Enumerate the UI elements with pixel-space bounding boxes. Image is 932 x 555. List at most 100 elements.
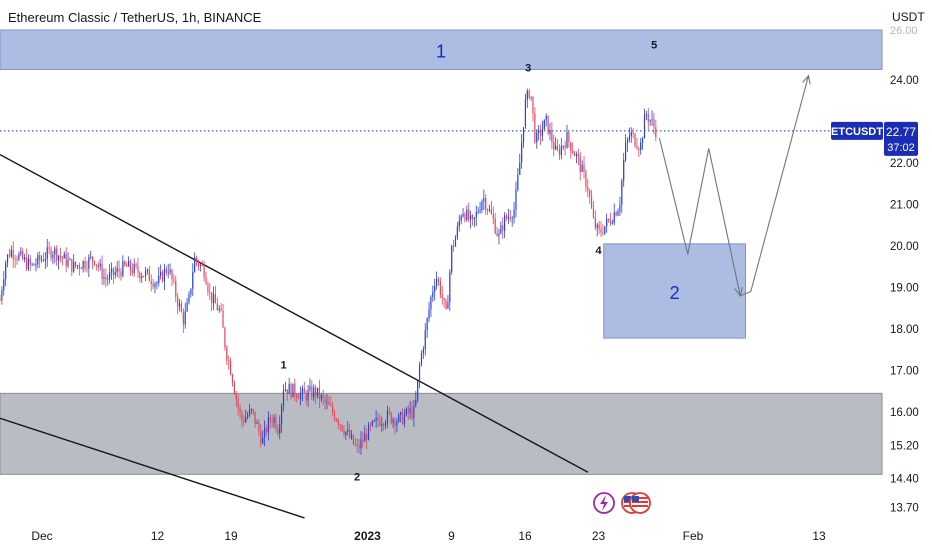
candle-body xyxy=(12,249,14,259)
candle-body xyxy=(220,308,222,311)
candle-body xyxy=(178,303,181,307)
projection-path[interactable] xyxy=(658,75,810,297)
candle-body xyxy=(101,263,103,279)
candle-body xyxy=(642,138,644,143)
candle-body xyxy=(333,412,336,420)
candle-body xyxy=(611,222,613,224)
candle-body xyxy=(388,410,390,413)
candle-body xyxy=(156,282,158,284)
candle-body xyxy=(301,388,303,393)
candle-body xyxy=(245,417,247,423)
candle-body xyxy=(167,272,169,274)
candle-body xyxy=(109,272,111,279)
candle-body xyxy=(163,269,166,282)
candle-body xyxy=(269,417,271,422)
time-tick-label: Feb xyxy=(683,529,704,543)
candle-body xyxy=(430,296,432,310)
candle-body xyxy=(487,209,489,211)
candle-body xyxy=(105,277,107,280)
candle-body xyxy=(271,421,273,423)
candle-body xyxy=(264,427,266,438)
candle-body xyxy=(449,271,451,303)
candle-body xyxy=(152,283,154,287)
candle-body xyxy=(623,159,625,181)
price-tick-label: 19.00 xyxy=(890,282,919,294)
candle-body xyxy=(169,269,171,273)
candle-body xyxy=(447,302,449,309)
candle-body xyxy=(570,142,572,152)
candle-body xyxy=(18,254,20,260)
candle-body xyxy=(95,264,97,266)
candle-body xyxy=(534,113,536,143)
candle-body xyxy=(349,429,351,438)
lightning-icon[interactable] xyxy=(593,492,615,514)
candle-body xyxy=(396,421,398,426)
symbol-title: Ethereum Classic / TetherUS, 1h, BINANCE xyxy=(8,10,262,25)
candle-body xyxy=(375,417,377,421)
candle-body xyxy=(401,412,404,424)
time-tick-label: 12 xyxy=(151,529,165,543)
candle-body xyxy=(556,145,559,150)
candle-body xyxy=(5,262,7,280)
candle-body xyxy=(8,254,11,257)
candle-body xyxy=(326,401,328,403)
candle-body xyxy=(20,251,22,255)
candle-body xyxy=(199,264,201,267)
candle-body xyxy=(528,90,530,98)
time-tick-label: 19 xyxy=(224,529,238,543)
candle-body xyxy=(494,218,496,234)
candle-body xyxy=(579,156,581,173)
candle-body xyxy=(543,119,545,130)
us-flag-icon-2[interactable] xyxy=(629,492,651,514)
candle-body xyxy=(403,414,406,424)
candle-body xyxy=(339,424,341,426)
candle-body xyxy=(492,213,494,219)
candle-body xyxy=(464,213,466,221)
candle-body xyxy=(92,256,94,262)
candle-body xyxy=(29,258,31,265)
candle-body xyxy=(233,383,235,394)
candle-body xyxy=(54,248,56,255)
candle-body xyxy=(356,444,358,446)
candle-body xyxy=(305,392,307,401)
candle-body xyxy=(250,409,252,411)
candle-body xyxy=(615,212,617,216)
candle-body xyxy=(1,290,3,301)
candle-body xyxy=(526,90,528,100)
support-zone[interactable] xyxy=(603,243,746,339)
candle-body xyxy=(451,245,453,272)
candle-body xyxy=(44,259,46,262)
candle-body xyxy=(229,360,232,375)
price-badge[interactable] xyxy=(884,121,918,156)
resistance-zone[interactable] xyxy=(0,29,883,70)
candle-body xyxy=(330,405,332,406)
lower-trendline[interactable] xyxy=(0,417,305,519)
gray-zone[interactable] xyxy=(0,392,883,475)
candle-body xyxy=(606,218,608,227)
candle-body xyxy=(177,296,179,307)
candle-body xyxy=(241,412,243,421)
candle-body xyxy=(466,209,468,221)
candle-body xyxy=(165,269,167,273)
symbol-badge[interactable] xyxy=(831,121,883,140)
candle-body xyxy=(488,209,491,211)
candle-body xyxy=(175,280,177,297)
candle-body xyxy=(435,279,438,286)
candle-body xyxy=(456,226,458,238)
candle-body xyxy=(360,439,362,449)
candle-body xyxy=(477,211,479,213)
candle-body xyxy=(3,279,5,291)
candle-body xyxy=(173,279,175,281)
candle-body xyxy=(292,383,294,398)
candle-body xyxy=(366,434,368,440)
candle-body xyxy=(120,271,122,277)
upper-trendline[interactable] xyxy=(0,153,589,473)
candle-body xyxy=(522,127,525,143)
candle-body xyxy=(112,268,114,276)
candle-body xyxy=(643,114,646,139)
candle-body xyxy=(634,133,636,146)
candle-body xyxy=(214,294,217,304)
indicator-icons xyxy=(593,492,651,514)
